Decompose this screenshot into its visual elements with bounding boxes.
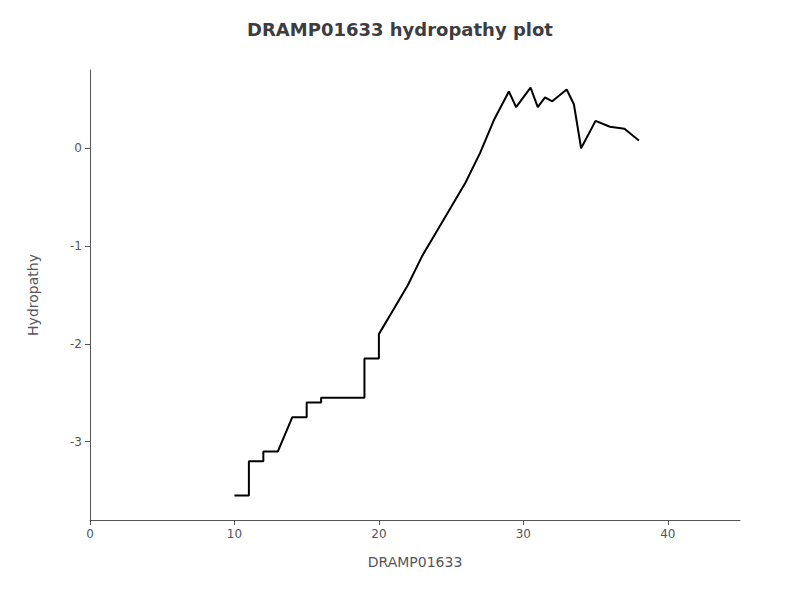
svg-text:Hydropathy: Hydropathy: [25, 254, 41, 336]
svg-text:10: 10: [227, 527, 242, 541]
svg-text:-1: -1: [70, 239, 82, 253]
svg-text:20: 20: [371, 527, 386, 541]
svg-text:DRAMP01633 hydropathy plot: DRAMP01633 hydropathy plot: [247, 19, 553, 40]
svg-text:-3: -3: [70, 435, 82, 449]
svg-text:30: 30: [516, 527, 531, 541]
svg-text:0: 0: [86, 527, 94, 541]
svg-text:40: 40: [660, 527, 675, 541]
svg-text:0: 0: [74, 141, 82, 155]
svg-text:-2: -2: [70, 337, 82, 351]
svg-text:DRAMP01633: DRAMP01633: [368, 554, 463, 570]
